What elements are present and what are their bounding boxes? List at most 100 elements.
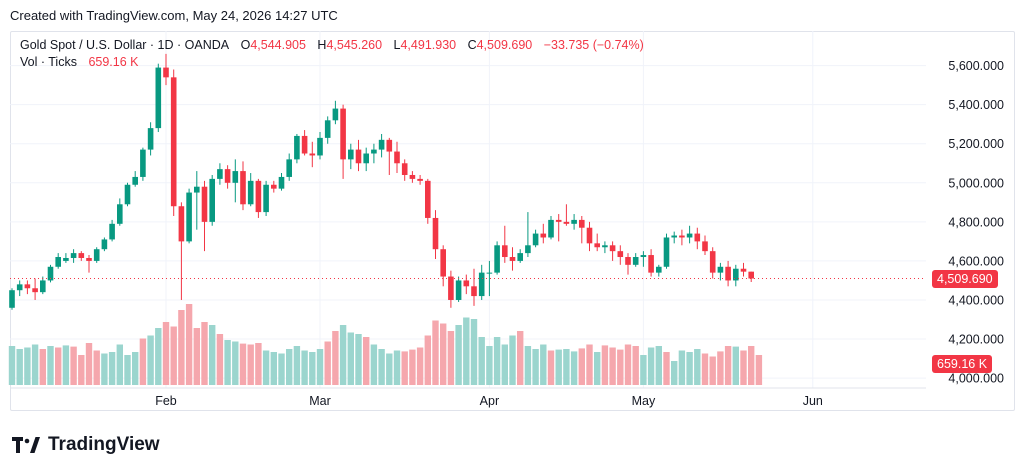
candle-body [740,268,747,272]
candle-body [509,257,516,261]
candle-body [733,268,739,281]
candle [232,159,239,203]
candle [140,147,146,181]
time-axis: Feb Mar Apr May Jun [10,387,926,408]
candle [617,245,624,265]
volume-bar [594,352,601,385]
candle [417,174,423,185]
candle-body [332,108,339,121]
volume-bar [170,326,177,385]
candle [32,278,38,300]
volume-bar [509,335,516,385]
x-tick-label: Mar [309,394,331,408]
candle-body [93,249,100,261]
candle [440,245,446,287]
candle-body [686,233,693,238]
candle [40,276,46,295]
volume-bar [162,322,170,385]
candle [247,173,254,207]
tradingview-logo[interactable]: TradingView [12,434,160,456]
y-tick-label: 5,200.000 [948,137,1004,151]
candle [555,214,562,242]
candle-body [124,184,131,205]
y-tick-label: 4,200.000 [948,333,1004,347]
volume-bar [247,344,254,385]
candle [425,178,431,224]
candle-body [263,184,269,213]
volume-bar [239,343,247,385]
candle [709,247,716,279]
volume-bar [85,343,93,385]
volume-label: Vol · Ticks [20,55,77,69]
volume-bar [155,328,162,385]
candle-body [378,139,385,150]
candle [286,153,292,181]
candle-body [247,180,254,205]
candle [409,171,416,183]
candle-body [209,178,215,222]
candle-body [632,257,639,265]
tradingview-logo-text: TradingView [48,434,160,455]
candle [656,264,662,277]
candle-body [571,219,577,224]
volume-bar [701,353,709,385]
candle [240,161,246,211]
chart-frame[interactable] [10,31,1015,411]
volume-bar [432,320,439,385]
candle [509,247,516,271]
volume-bar [8,346,16,385]
volume-bar [178,310,185,385]
volume-bar [132,352,139,385]
candle [117,198,123,226]
candle [702,235,708,256]
volume-bar [455,325,462,385]
x-tick-label: May [632,394,656,408]
volume-bar [62,345,70,385]
y-tick-label: 4,800.000 [948,215,1004,229]
ohlc-row: Gold Spot / U.S. Dollar · 1D · OANDA O4,… [20,37,644,54]
volume-bar [724,346,732,385]
candle-body [255,180,262,213]
volume-bar [116,344,123,385]
candle-body [417,178,423,181]
candle-body [478,272,485,297]
candle [301,130,308,156]
volume-bar [524,346,532,385]
candle-body [425,180,431,218]
volume-bar [232,341,239,385]
volume-bar [748,346,755,385]
volume-bar [386,353,393,385]
candle-body [32,288,38,293]
volume-bar [301,350,308,385]
y-tick-label: 5,400.000 [948,98,1004,112]
candle-body [656,266,662,273]
x-tick-label: Jun [803,394,823,408]
candle [63,253,69,263]
volume-bar [293,346,301,385]
candle-body [86,257,92,261]
volume-bar [139,338,147,385]
tradingview-logo-icon [12,437,40,453]
close-value: 4,509.690 [476,38,533,52]
candle [271,180,277,193]
volume-bar [55,347,62,385]
volume-bar [470,319,478,385]
candle [640,251,647,267]
candle [309,141,316,168]
candle-body [286,159,292,177]
candle-body [502,245,508,258]
volume-bar [16,349,23,385]
candle [9,288,15,310]
y-tick-label: 4,600.000 [948,254,1004,268]
candle-body [548,219,554,238]
y-tick-label: 4,400.000 [948,293,1004,307]
volume-bar [547,350,555,385]
candle-body [163,67,169,78]
volume-bar [717,351,724,385]
change-value: −33.735 (−0.74%) [543,38,644,52]
volume-bar [370,344,378,385]
volume-bar [686,352,693,385]
candle-body [586,227,593,244]
candle-body [55,257,61,267]
